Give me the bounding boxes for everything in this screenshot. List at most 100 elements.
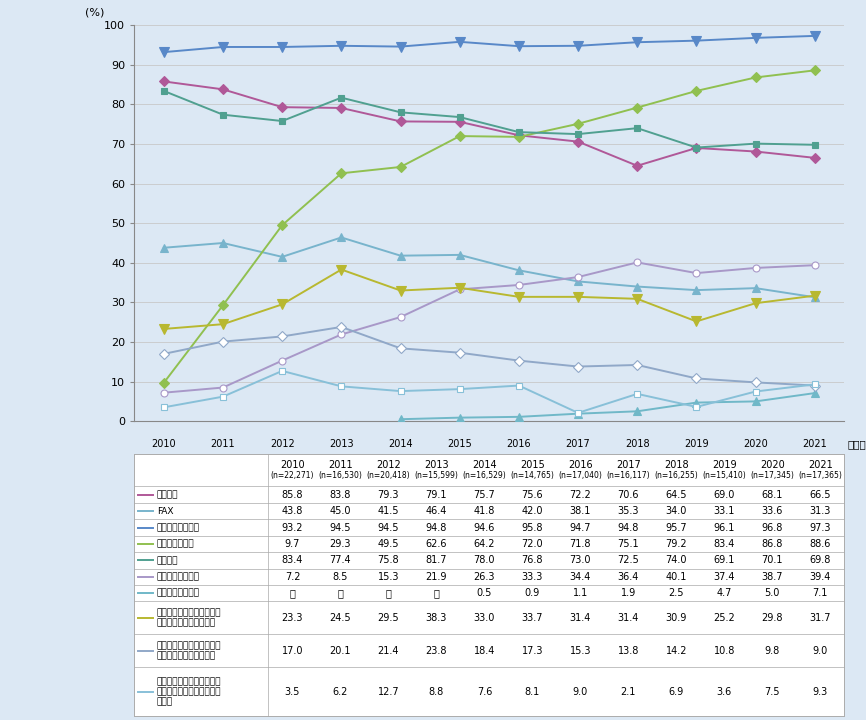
Text: 2016: 2016 xyxy=(568,460,592,470)
Text: 17.3: 17.3 xyxy=(521,646,543,656)
Text: 7.1: 7.1 xyxy=(812,588,828,598)
Text: (n=15,410): (n=15,410) xyxy=(702,472,746,480)
Text: 2016: 2016 xyxy=(507,439,531,449)
Text: (n=17,365): (n=17,365) xyxy=(792,455,837,464)
Text: 2017: 2017 xyxy=(565,439,591,449)
Text: (n=16,530): (n=16,530) xyxy=(200,455,246,464)
Text: 6.2: 6.2 xyxy=(333,687,348,697)
Text: 2020: 2020 xyxy=(760,460,785,470)
Text: 17.0: 17.0 xyxy=(281,646,303,656)
Text: 41.5: 41.5 xyxy=(378,506,399,516)
Text: 88.6: 88.6 xyxy=(810,539,831,549)
Text: (n=20,418): (n=20,418) xyxy=(366,472,410,480)
Text: 23.8: 23.8 xyxy=(426,646,447,656)
Text: 75.1: 75.1 xyxy=(617,539,639,549)
Text: 26.3: 26.3 xyxy=(474,572,495,582)
Text: 95.7: 95.7 xyxy=(666,523,688,533)
Text: 72.0: 72.0 xyxy=(521,539,543,549)
Text: 34.0: 34.0 xyxy=(666,506,687,516)
Text: (n=14,765): (n=14,765) xyxy=(437,455,482,464)
Text: 81.7: 81.7 xyxy=(426,555,447,565)
Text: (%): (%) xyxy=(85,7,104,17)
Text: 93.2: 93.2 xyxy=(281,523,303,533)
Text: 94.5: 94.5 xyxy=(330,523,352,533)
Text: 68.1: 68.1 xyxy=(762,490,783,500)
Text: 2021: 2021 xyxy=(803,439,827,449)
Text: 33.3: 33.3 xyxy=(521,572,543,582)
Text: (n=16,255): (n=16,255) xyxy=(655,472,698,480)
Text: 64.2: 64.2 xyxy=(474,539,495,549)
Text: (n=22,271): (n=22,271) xyxy=(271,472,314,480)
Text: 2013: 2013 xyxy=(424,460,449,470)
Text: 41.8: 41.8 xyxy=(474,506,495,516)
Text: 94.6: 94.6 xyxy=(474,523,495,533)
Text: 33.6: 33.6 xyxy=(762,506,783,516)
Text: パソコン: パソコン xyxy=(157,556,178,565)
Text: 78.0: 78.0 xyxy=(474,555,495,565)
Text: 31.4: 31.4 xyxy=(617,613,639,623)
Text: 37.4: 37.4 xyxy=(714,572,735,582)
Text: 24.5: 24.5 xyxy=(330,613,352,623)
Text: 21.4: 21.4 xyxy=(378,646,399,656)
Text: 70.6: 70.6 xyxy=(617,490,639,500)
Text: 94.5: 94.5 xyxy=(378,523,399,533)
Text: (n=17,040): (n=17,040) xyxy=(559,472,603,480)
Text: ウェアラブル端末: ウェアラブル端末 xyxy=(157,589,200,598)
Text: インターネットに接続でき
る家庭用テレビゲーム機: インターネットに接続でき る家庭用テレビゲーム機 xyxy=(157,608,221,628)
Text: 2011: 2011 xyxy=(328,460,352,470)
Text: (n=16,117): (n=16,117) xyxy=(555,455,601,464)
Text: 10.8: 10.8 xyxy=(714,646,735,656)
Text: 9.7: 9.7 xyxy=(285,539,301,549)
Text: 2020: 2020 xyxy=(743,439,768,449)
Text: －: － xyxy=(338,588,344,598)
Text: 31.7: 31.7 xyxy=(810,613,831,623)
Text: 3.5: 3.5 xyxy=(285,687,301,697)
Text: 75.6: 75.6 xyxy=(521,490,543,500)
Text: 2012: 2012 xyxy=(376,460,401,470)
Text: 72.5: 72.5 xyxy=(617,555,639,565)
Text: 33.7: 33.7 xyxy=(521,613,543,623)
Text: 76.8: 76.8 xyxy=(521,555,543,565)
Text: (n=14,765): (n=14,765) xyxy=(510,472,554,480)
Text: 96.8: 96.8 xyxy=(762,523,783,533)
Text: 15.3: 15.3 xyxy=(378,572,399,582)
Text: 83.4: 83.4 xyxy=(714,539,735,549)
Text: （年）: （年） xyxy=(848,439,866,449)
Text: 9.3: 9.3 xyxy=(812,687,828,697)
Text: (n=17,040): (n=17,040) xyxy=(496,455,541,464)
Text: 12.7: 12.7 xyxy=(378,687,399,697)
Text: (n=15,599): (n=15,599) xyxy=(319,455,365,464)
Text: 8.8: 8.8 xyxy=(429,687,444,697)
Text: 8.1: 8.1 xyxy=(525,687,540,697)
Text: 69.1: 69.1 xyxy=(714,555,735,565)
Text: 79.2: 79.2 xyxy=(666,539,688,549)
Text: 2010: 2010 xyxy=(280,460,305,470)
Text: 1.1: 1.1 xyxy=(572,588,588,598)
Text: 79.3: 79.3 xyxy=(378,490,399,500)
Text: 75.8: 75.8 xyxy=(378,555,399,565)
Text: (n=22,271): (n=22,271) xyxy=(141,455,187,464)
Text: 73.0: 73.0 xyxy=(570,555,591,565)
Text: 29.3: 29.3 xyxy=(330,539,352,549)
Text: 2013: 2013 xyxy=(329,439,353,449)
Text: (n=16,529): (n=16,529) xyxy=(378,455,423,464)
Text: 20.1: 20.1 xyxy=(330,646,352,656)
Text: －: － xyxy=(385,588,391,598)
Text: 95.8: 95.8 xyxy=(521,523,543,533)
Text: 15.3: 15.3 xyxy=(570,646,591,656)
Text: 7.6: 7.6 xyxy=(476,687,492,697)
Text: その他インターネットに接
続できる家電（スマート家
電）等: その他インターネットに接 続できる家電（スマート家 電）等 xyxy=(157,677,221,706)
Text: 94.7: 94.7 xyxy=(570,523,591,533)
Text: (n=17,345): (n=17,345) xyxy=(751,472,794,480)
Text: 66.5: 66.5 xyxy=(810,490,831,500)
Text: 2015: 2015 xyxy=(520,460,545,470)
Text: 31.4: 31.4 xyxy=(570,613,591,623)
Text: 31.3: 31.3 xyxy=(810,506,831,516)
Text: (n=16,255): (n=16,255) xyxy=(614,455,660,464)
Text: 45.0: 45.0 xyxy=(330,506,352,516)
Text: 64.5: 64.5 xyxy=(666,490,687,500)
Text: 1.9: 1.9 xyxy=(621,588,636,598)
Text: (n=15,410): (n=15,410) xyxy=(674,455,719,464)
Text: 13.8: 13.8 xyxy=(617,646,639,656)
Text: 34.4: 34.4 xyxy=(570,572,591,582)
